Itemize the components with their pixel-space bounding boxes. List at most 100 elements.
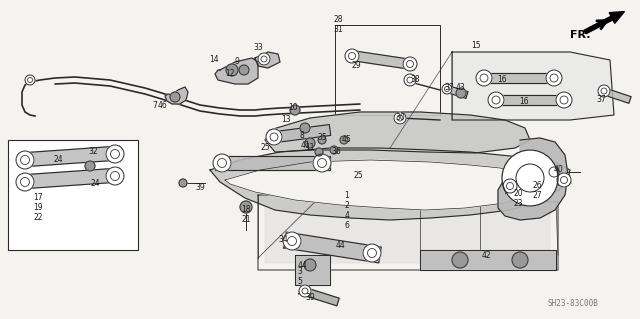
- Polygon shape: [255, 52, 280, 68]
- Circle shape: [330, 146, 338, 154]
- Text: 17: 17: [33, 194, 43, 203]
- Text: 38: 38: [410, 76, 420, 85]
- Polygon shape: [19, 168, 120, 189]
- Text: 42: 42: [481, 251, 491, 261]
- Polygon shape: [295, 255, 330, 285]
- Circle shape: [226, 64, 238, 76]
- Text: 7: 7: [152, 100, 157, 109]
- Polygon shape: [265, 112, 530, 153]
- Circle shape: [85, 161, 95, 171]
- Circle shape: [394, 112, 406, 124]
- Text: FR.: FR.: [570, 30, 591, 40]
- Text: 27: 27: [532, 190, 542, 199]
- Text: 4: 4: [344, 211, 349, 219]
- Polygon shape: [420, 250, 556, 270]
- Text: 2: 2: [344, 201, 349, 210]
- Text: 36: 36: [331, 147, 341, 157]
- Circle shape: [345, 49, 359, 63]
- Text: 10: 10: [288, 103, 298, 113]
- Circle shape: [179, 179, 187, 187]
- Text: 22: 22: [33, 213, 43, 222]
- Polygon shape: [452, 52, 614, 120]
- Text: 44: 44: [298, 261, 308, 270]
- Text: 24: 24: [53, 155, 63, 165]
- Circle shape: [16, 151, 34, 169]
- Circle shape: [549, 167, 559, 177]
- Polygon shape: [478, 73, 560, 83]
- Text: SH23-83C00B: SH23-83C00B: [547, 299, 598, 308]
- Text: 6: 6: [344, 220, 349, 229]
- Text: 35: 35: [317, 133, 327, 143]
- Polygon shape: [348, 50, 416, 70]
- Circle shape: [16, 173, 34, 191]
- Text: 46: 46: [158, 100, 168, 109]
- Text: 3: 3: [298, 268, 303, 277]
- Text: 28: 28: [333, 16, 343, 25]
- Circle shape: [442, 84, 452, 94]
- Circle shape: [363, 244, 381, 262]
- Text: 34: 34: [278, 235, 288, 244]
- Polygon shape: [215, 156, 330, 170]
- Circle shape: [239, 65, 249, 75]
- Circle shape: [106, 145, 124, 163]
- Polygon shape: [210, 148, 570, 220]
- Text: 45: 45: [341, 136, 351, 145]
- Polygon shape: [599, 87, 631, 103]
- Text: 31: 31: [333, 26, 343, 34]
- Circle shape: [106, 167, 124, 185]
- Text: 1: 1: [344, 190, 349, 199]
- Circle shape: [300, 123, 310, 133]
- Circle shape: [283, 232, 301, 250]
- Circle shape: [476, 70, 492, 86]
- Circle shape: [170, 92, 180, 102]
- Circle shape: [456, 88, 466, 98]
- Polygon shape: [215, 58, 258, 84]
- Text: 44: 44: [335, 241, 345, 249]
- Text: 14: 14: [209, 56, 219, 64]
- Circle shape: [318, 136, 326, 144]
- Text: 18: 18: [241, 205, 251, 214]
- Polygon shape: [265, 200, 550, 263]
- Polygon shape: [225, 160, 535, 210]
- Circle shape: [556, 92, 572, 108]
- Text: 41: 41: [300, 140, 310, 150]
- Circle shape: [213, 154, 231, 172]
- Circle shape: [266, 129, 282, 145]
- Circle shape: [404, 74, 416, 86]
- Text: 32: 32: [88, 147, 98, 157]
- Circle shape: [304, 259, 316, 271]
- Text: 43: 43: [456, 84, 466, 93]
- Text: 39: 39: [195, 183, 205, 192]
- Text: 37: 37: [444, 84, 454, 93]
- Polygon shape: [443, 85, 468, 98]
- Text: 11: 11: [305, 144, 315, 152]
- Text: 40: 40: [553, 166, 563, 174]
- Text: 25: 25: [260, 144, 270, 152]
- Polygon shape: [165, 87, 188, 104]
- Circle shape: [299, 285, 311, 297]
- Text: 39: 39: [305, 293, 315, 302]
- Bar: [335, 25, 440, 115]
- Polygon shape: [19, 146, 120, 167]
- Polygon shape: [268, 124, 331, 144]
- Circle shape: [258, 53, 270, 65]
- Text: 12: 12: [225, 70, 235, 78]
- Text: 26: 26: [532, 181, 542, 189]
- Polygon shape: [284, 232, 381, 263]
- Text: 13: 13: [281, 115, 291, 124]
- Text: 20: 20: [513, 189, 523, 197]
- Polygon shape: [498, 138, 568, 220]
- Circle shape: [598, 85, 610, 97]
- Polygon shape: [490, 95, 570, 105]
- Text: 21: 21: [241, 216, 251, 225]
- Bar: [8, 140, 138, 250]
- Circle shape: [25, 75, 35, 85]
- Text: 33: 33: [253, 43, 263, 53]
- Circle shape: [290, 105, 300, 115]
- Polygon shape: [504, 173, 571, 193]
- Circle shape: [512, 252, 528, 268]
- FancyArrow shape: [584, 11, 625, 34]
- Circle shape: [305, 138, 315, 148]
- Circle shape: [340, 136, 348, 144]
- Circle shape: [403, 57, 417, 71]
